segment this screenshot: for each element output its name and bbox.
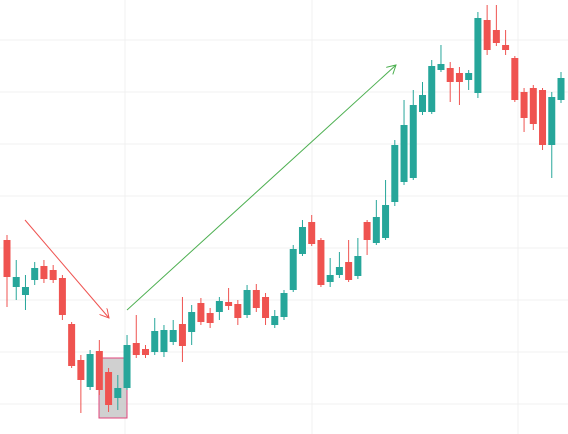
candle-body <box>77 360 85 380</box>
candles <box>3 5 565 413</box>
candle-body <box>428 66 436 112</box>
candle-body <box>197 303 205 322</box>
candle-body <box>317 240 325 285</box>
candle-body <box>40 266 48 279</box>
candle-body <box>400 125 408 182</box>
candle-body <box>243 290 251 315</box>
candle-body <box>326 275 334 282</box>
candle-body <box>474 18 482 93</box>
candle-body <box>335 267 343 275</box>
candle-body <box>132 343 140 355</box>
candle-body <box>520 92 528 118</box>
horizontal-grid <box>0 39 568 405</box>
candle-body <box>382 205 390 238</box>
candle-body <box>271 316 279 325</box>
candle-body <box>391 145 399 202</box>
candle-body <box>114 388 122 398</box>
candle-body <box>437 64 445 70</box>
candle-body <box>511 58 519 100</box>
candle-body <box>539 90 547 145</box>
candle-body <box>345 262 353 280</box>
candle-body <box>548 97 556 145</box>
candle-body <box>142 349 149 355</box>
candle-body <box>3 240 11 277</box>
candle-body <box>446 68 454 82</box>
candle-body <box>372 217 380 243</box>
candle-body <box>12 277 20 287</box>
candle-body <box>252 290 260 308</box>
candle-body <box>225 302 233 306</box>
candle-body <box>206 313 214 323</box>
highlight-box <box>98 357 128 419</box>
candle-body <box>95 351 103 390</box>
candle-body <box>483 20 491 50</box>
candle-body <box>455 73 463 82</box>
candle-body <box>68 324 76 366</box>
candle-body <box>354 256 362 276</box>
candle-body <box>308 222 316 244</box>
candle-body <box>58 278 66 315</box>
candle-body <box>262 297 270 318</box>
candle-body <box>123 345 131 388</box>
candle-body <box>280 293 288 317</box>
candle-body <box>151 331 159 352</box>
candle-body <box>529 88 537 124</box>
vertical-grid <box>124 0 519 434</box>
candle-body <box>49 270 57 280</box>
candle-body <box>502 45 510 50</box>
candle-body <box>160 330 168 352</box>
candle-body <box>289 249 297 290</box>
down-arrow <box>24 219 109 318</box>
candle-body <box>86 354 94 387</box>
candle-body <box>215 301 223 312</box>
candle-body <box>31 268 39 280</box>
candle-body <box>298 227 306 254</box>
candle-body <box>21 287 29 295</box>
candle-body <box>409 105 417 178</box>
candle-body <box>419 95 426 112</box>
candle-body <box>363 222 371 240</box>
candle-body <box>169 330 177 342</box>
candle-body <box>234 304 242 318</box>
candle-body <box>178 324 186 346</box>
up-arrow <box>126 65 396 311</box>
candle-body <box>465 73 473 80</box>
candle-body <box>557 78 565 100</box>
candle-body <box>492 30 500 43</box>
candle-body <box>188 312 196 332</box>
candle-body <box>105 372 113 405</box>
